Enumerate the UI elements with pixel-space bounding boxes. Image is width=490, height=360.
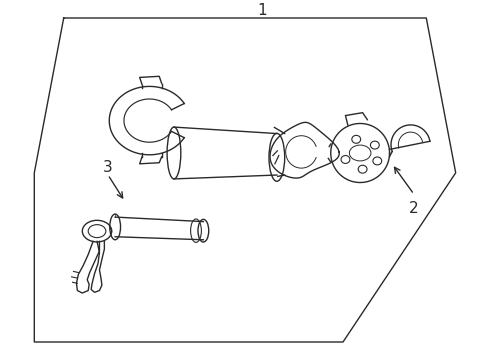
Text: 1: 1 xyxy=(257,3,267,18)
Text: 3: 3 xyxy=(103,160,113,175)
Text: 2: 2 xyxy=(409,201,419,216)
